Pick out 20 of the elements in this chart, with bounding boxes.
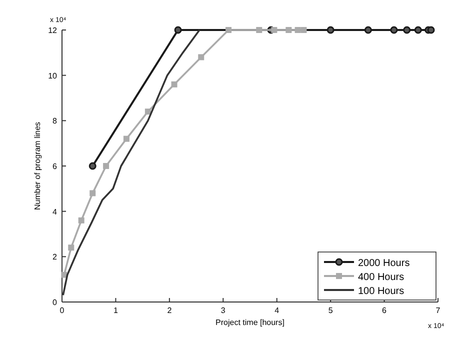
y-tick-label: 12 <box>48 26 58 35</box>
x-tick-label: 6 <box>382 306 388 315</box>
x-tick-label: 0 <box>60 306 65 315</box>
y-tick-label: 4 <box>52 207 58 216</box>
x-tick-label: 2 <box>167 306 172 315</box>
y-tick-label: 0 <box>52 298 58 307</box>
y-tick-label: 2 <box>52 252 58 262</box>
y-tick-label: 8 <box>52 116 58 126</box>
legend-label: 400 Hours <box>358 272 404 283</box>
x-axis-title: Project time [hours] <box>216 318 284 327</box>
y-tick-label: 6 <box>52 162 58 171</box>
x-tick-label: 3 <box>220 306 226 315</box>
legend-label: 2000 Hours <box>358 258 410 269</box>
x-tick-label: 1 <box>113 306 118 315</box>
y-tick-label: 10 <box>48 71 58 80</box>
legend-label: 100 Hours <box>358 286 404 297</box>
y-axis-title: Number of program lines <box>33 122 42 210</box>
x-tick-label: 5 <box>328 306 334 315</box>
x-tick-label: 7 <box>436 306 441 315</box>
x-tick-label: 4 <box>274 306 280 315</box>
